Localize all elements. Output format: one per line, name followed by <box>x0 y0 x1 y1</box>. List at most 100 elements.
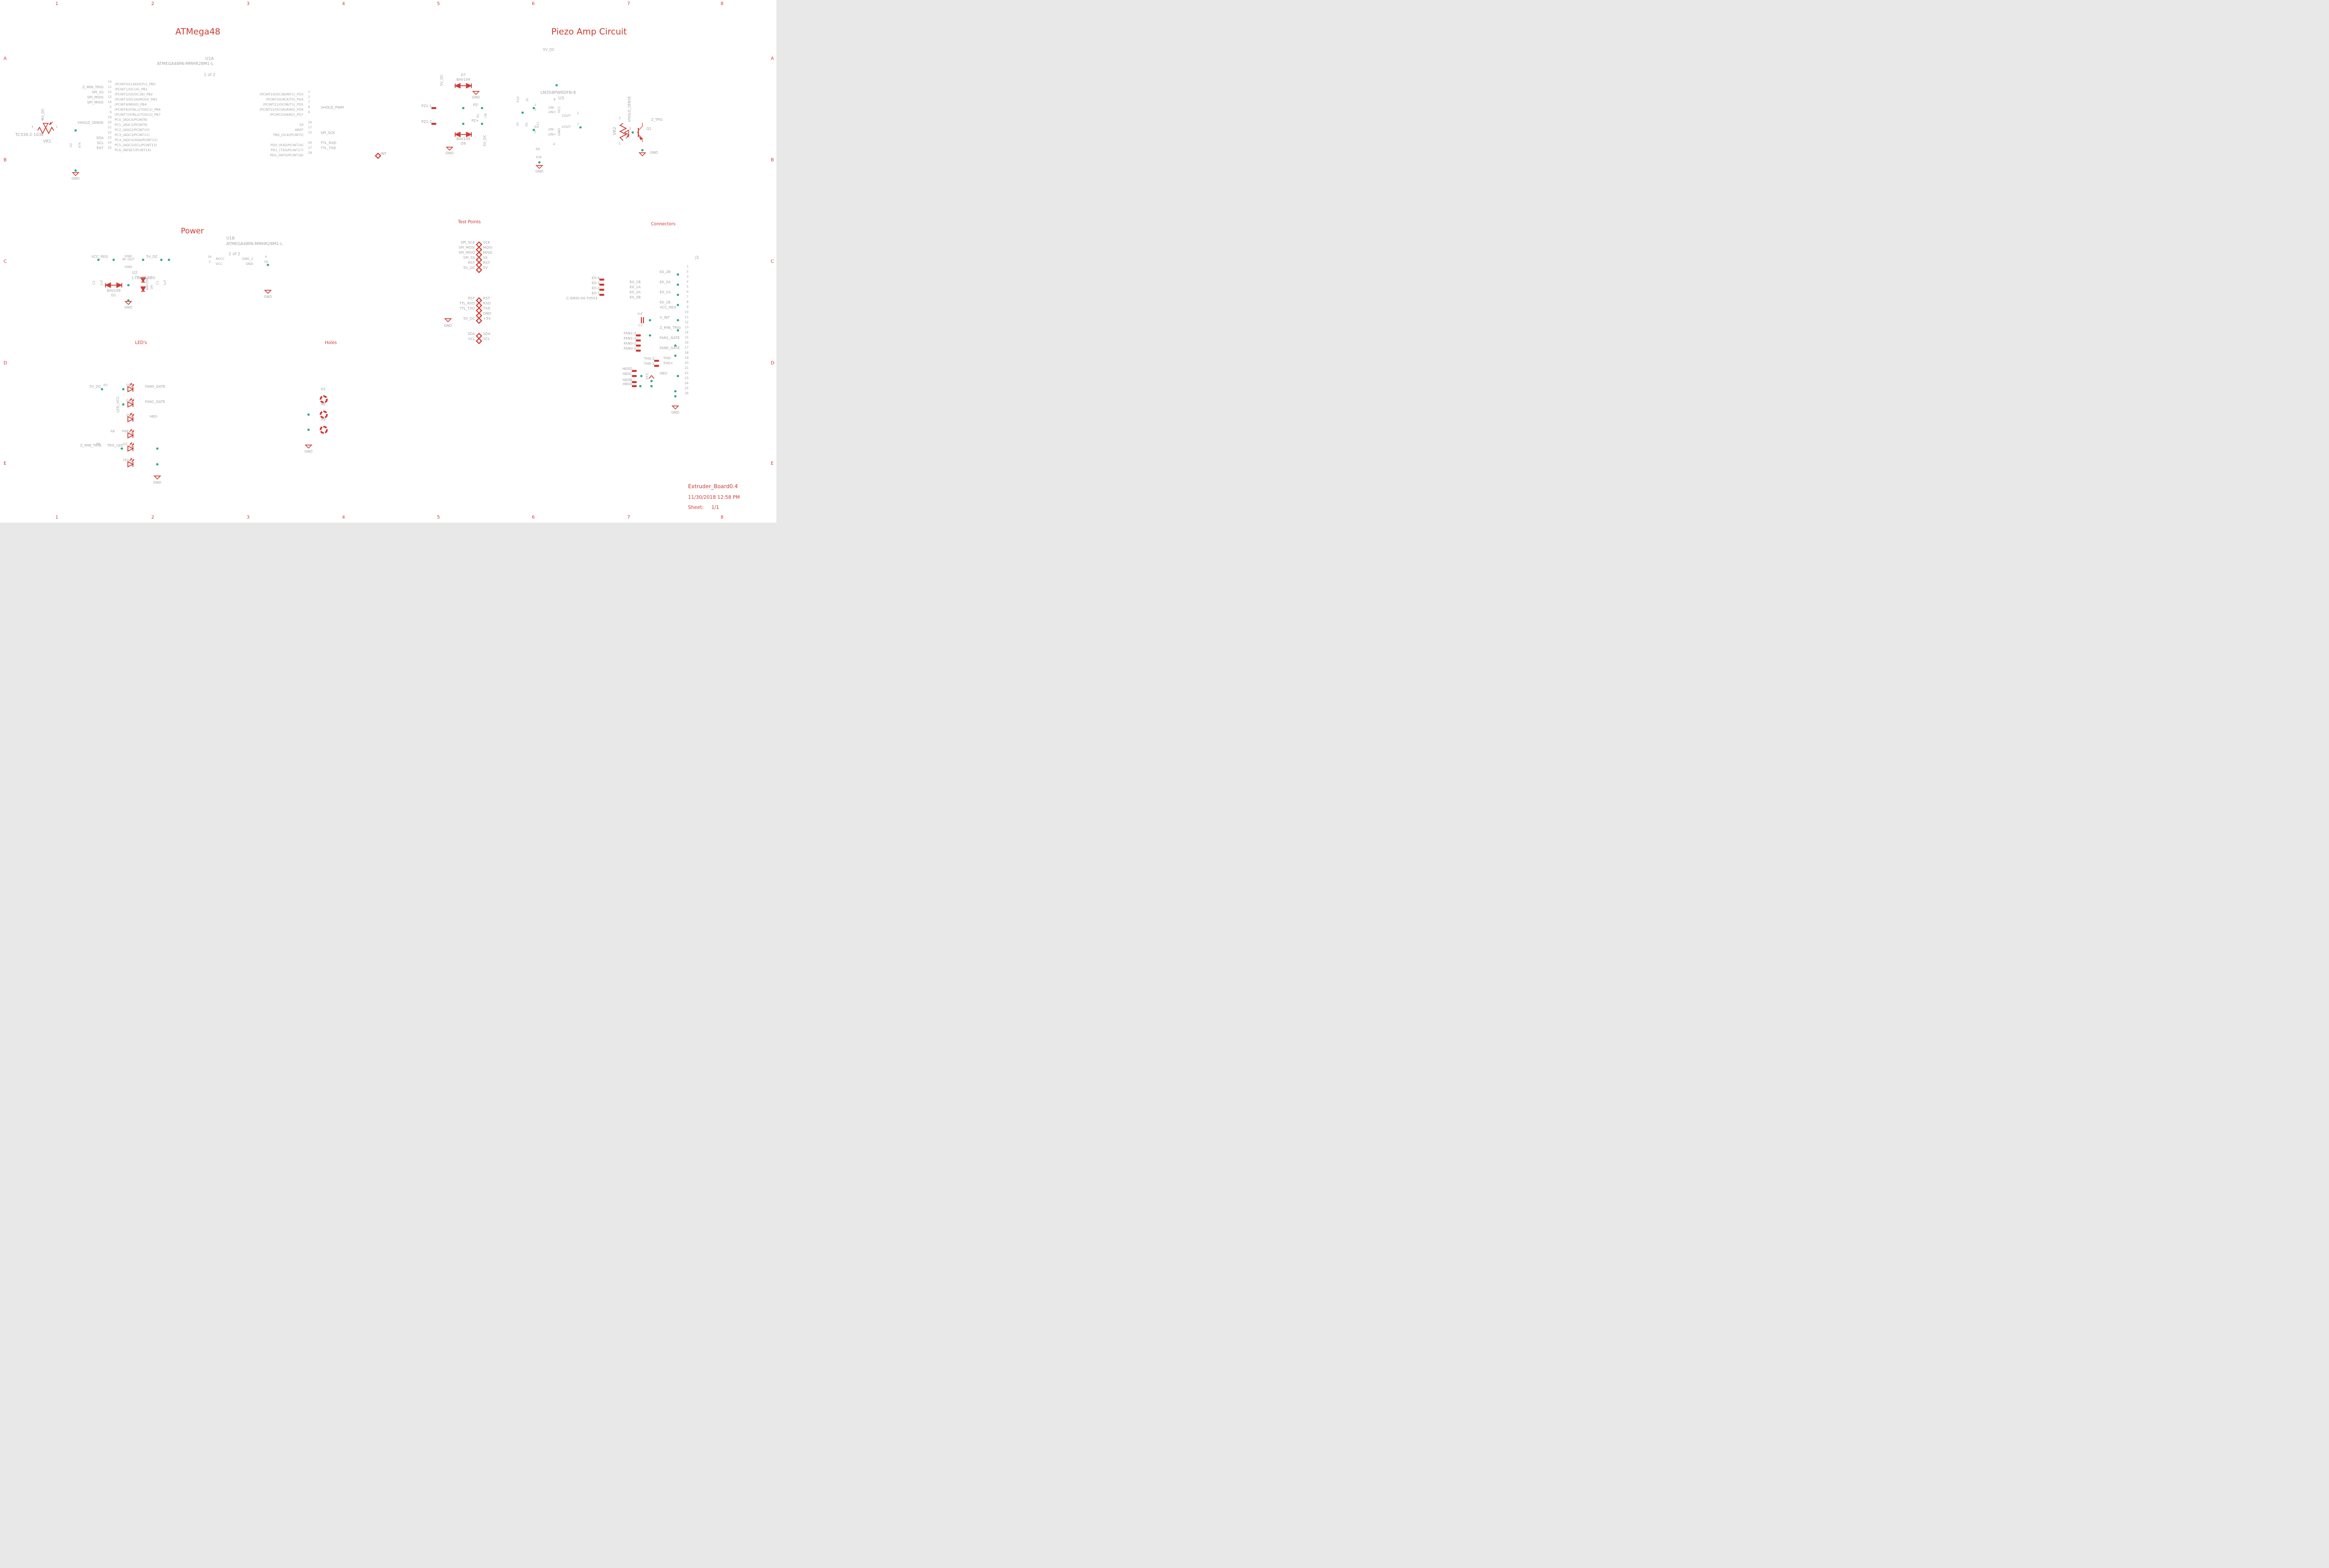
schematic-sheet: ATMega48 U1A ATMEGA48PA-MMHR28M1-L 1 of 2 10… <box>0 0 776 523</box>
pin-label: PZ1-1 <box>421 104 432 108</box>
label: OUT <box>127 257 134 261</box>
component-ref: H2 <box>321 402 326 406</box>
label: PC0_(ADC0/PCINT8) <box>115 118 148 122</box>
label: (PCINT2/SS/OC1B)_PB2 <box>115 92 153 96</box>
testpoint-name: SS <box>483 256 488 260</box>
net-label: GND <box>443 324 453 328</box>
pin-number: 5 <box>110 106 112 109</box>
net-label: E0_2A <box>660 280 671 284</box>
component-ref: VR1 <box>43 139 52 144</box>
testpoint-name: +5V <box>483 317 491 321</box>
pin-number: 2 <box>687 270 689 274</box>
net-label: GND <box>304 450 313 454</box>
label: AVCC <box>216 257 225 261</box>
component-value: D2 <box>123 442 128 446</box>
component-value: 1uF <box>637 312 643 316</box>
pin-number: 7 <box>577 123 579 126</box>
grid-column-label: 7 <box>627 2 630 7</box>
net-label: GND <box>153 481 162 485</box>
component-value: D3 <box>126 414 131 417</box>
pin-number: 29 <box>308 121 312 124</box>
net-label: SDA <box>467 332 475 336</box>
net-label: Z_MIN_TRIG <box>80 444 101 448</box>
component-ref: D1 <box>111 293 116 297</box>
pin-number: 12 <box>684 321 689 324</box>
net-label: TTL_TXD <box>459 306 475 311</box>
net-label: RST <box>468 261 475 265</box>
testpoint-name: RXD <box>483 301 491 305</box>
pin-number: 15 <box>308 131 312 134</box>
titleblock-date: 11/30/2018 12:58 PM <box>688 495 740 500</box>
grid-column-label: 3 <box>247 515 250 520</box>
component-value: R2 <box>70 143 73 147</box>
pin-number: 17 <box>308 126 312 129</box>
testpoint-name: 5V <box>483 266 488 270</box>
net-label: 5V_DC <box>463 266 475 270</box>
component-value: ATMEGA48PA-MMHR28M1-L <box>157 61 214 66</box>
testpoint-name: GND <box>483 312 492 316</box>
net-label: Z_MIN_TRIG <box>660 326 681 330</box>
pin-number: 2 <box>629 127 631 130</box>
net-label: GND <box>650 151 659 155</box>
pin-label: TH0-2 <box>644 357 655 361</box>
component-value: BAV199 <box>146 278 149 290</box>
grid-column-label: 4 <box>342 2 345 7</box>
net-label: VCC_REG <box>660 305 676 310</box>
component-value: D4 <box>126 399 131 402</box>
component-value: LM358PWRDFN-8 <box>540 90 576 95</box>
grid-column-label: 7 <box>627 515 630 520</box>
component-value: C-GRID-04-70553 <box>566 296 598 300</box>
label: (PCINT0/CLKO/ICP1)_PB0 <box>115 82 156 86</box>
component-value: 1K <box>526 98 529 102</box>
label: 1IN+ <box>548 110 557 114</box>
label: AREF <box>295 128 303 132</box>
grid-row-label: A <box>4 56 7 61</box>
net-label: SCL <box>468 337 475 341</box>
net-label: RST <box>96 146 104 150</box>
pin-number: 8 <box>687 300 689 304</box>
section-title-holes: Holes <box>325 340 337 346</box>
label: (PCINT20/XCK/T0)_PD4 <box>265 97 303 101</box>
net-label: SPI_MISO <box>87 100 104 105</box>
label: PB5_(SCK/PCINT5) <box>273 133 303 137</box>
net-label: GND <box>445 151 454 155</box>
grid-column-label: 4 <box>342 515 345 520</box>
net-label: GND <box>263 295 272 299</box>
component-value: BAV199 <box>107 289 121 293</box>
net-label: E0_2A <box>630 290 641 294</box>
component-value: PWR <box>122 430 129 433</box>
pin-number: 1 <box>687 265 689 268</box>
label: PC4_(ADC4/SDA/PCINT12) <box>115 138 158 142</box>
component-value: BAV199 <box>456 78 470 82</box>
pin-number: 14 <box>108 100 112 104</box>
pin-number: 5 <box>534 130 536 134</box>
label: 1IN- <box>548 106 555 110</box>
pin-number: 1 <box>308 90 310 94</box>
net-label: TRG_LED <box>107 444 123 448</box>
pin-label: HE0C <box>622 372 632 376</box>
pin-number: 22 <box>684 371 689 375</box>
grid-column-label: 1 <box>55 515 58 520</box>
testpoint-name: RST. <box>483 296 491 300</box>
label: GND <box>246 262 253 266</box>
testpoint-name: SDA <box>483 332 491 336</box>
component-value: R10 <box>517 96 520 103</box>
pin-number: 19 <box>684 356 689 360</box>
grid-column-label: 8 <box>721 2 724 7</box>
pin-number: 9 <box>308 111 310 114</box>
label: IN <box>122 257 126 261</box>
pin-label: E0-4 <box>592 276 600 280</box>
label: (PCINT6/XTAL1/TOSC1)_PB6 <box>115 108 161 112</box>
net-label: TTL_RXD <box>459 301 475 305</box>
pin-number: 19 <box>108 116 112 119</box>
pin-number: 26 <box>308 141 312 145</box>
net-label: E0_1B <box>660 300 671 304</box>
net-label: SPI_MOSI <box>87 95 104 99</box>
pin-number: 6 <box>534 125 536 129</box>
label: (PCINT22/OC0A/AIN0)_PD6 <box>259 108 303 112</box>
net-label: E0_1B <box>630 280 641 284</box>
gate-label: 1 of 2 <box>203 73 216 77</box>
pin-number: 24 <box>684 382 689 385</box>
net-label: GND <box>71 177 80 181</box>
component-ref: U1A <box>205 56 214 61</box>
